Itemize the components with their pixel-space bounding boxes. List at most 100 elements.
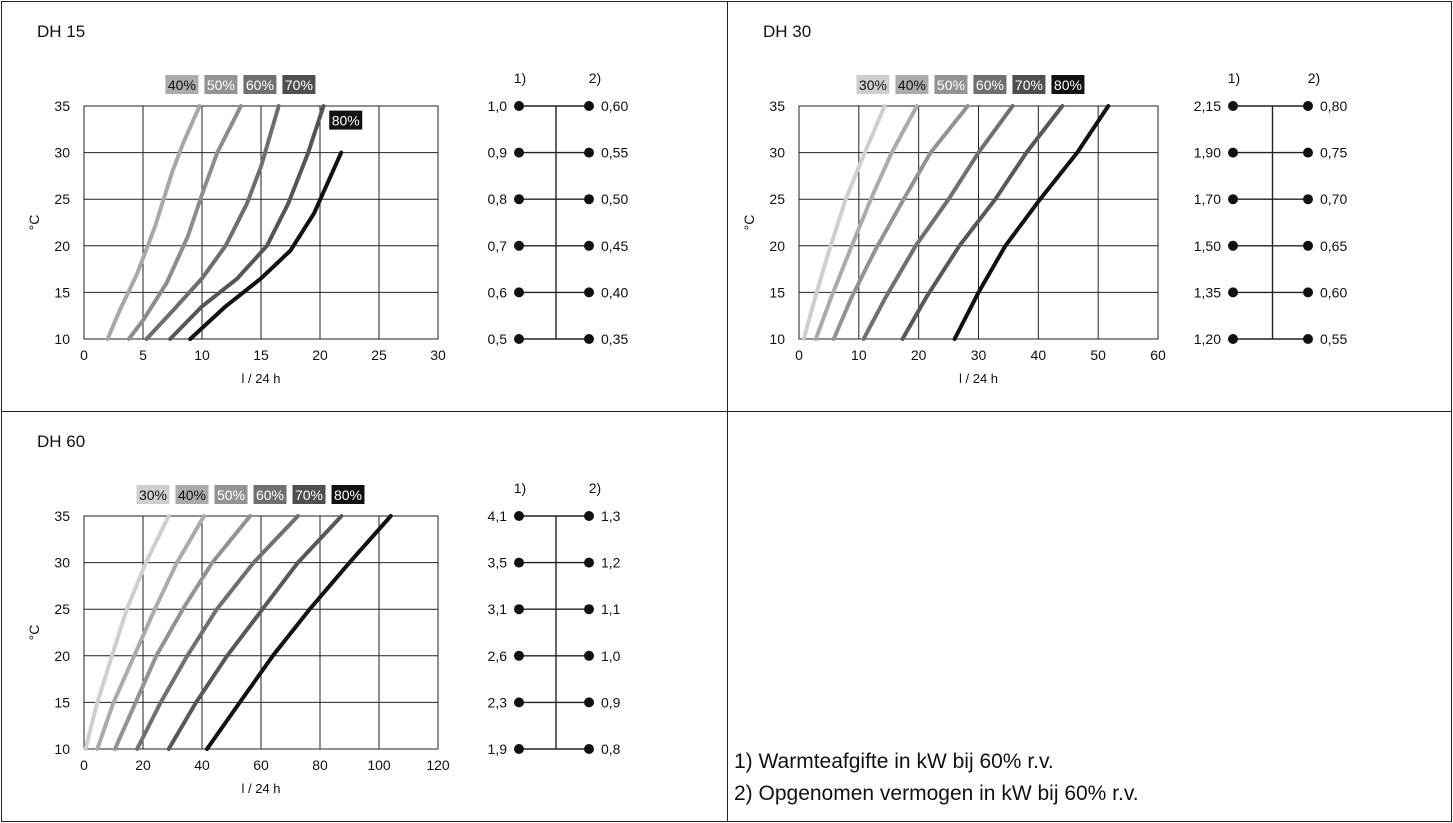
series-line xyxy=(135,514,300,751)
scale-header-2: 2) xyxy=(589,70,601,86)
scale-left-label: 0,8 xyxy=(488,191,508,207)
legend-label: 80% xyxy=(334,487,362,503)
scale-dot-right xyxy=(584,287,594,298)
legend-label: 60% xyxy=(246,77,274,93)
scale-right-label: 1,0 xyxy=(601,648,621,664)
y-axis-label: °C xyxy=(26,625,42,641)
series-line xyxy=(168,104,326,341)
legend-swatch xyxy=(243,75,277,94)
chart-panel-dh30: DH 30 0 10 20 30 40 50 60 10 15 20 25 30 35 l / 24 h °… xyxy=(727,1,1452,412)
legend-label: 40% xyxy=(168,77,196,93)
scale-dot-left xyxy=(1228,287,1238,298)
legend-swatch xyxy=(204,75,238,94)
scale-dot-left xyxy=(514,287,524,298)
legend-swatch xyxy=(214,485,248,504)
scale-dot-left xyxy=(1228,334,1238,344)
legend-swatch xyxy=(856,75,890,94)
chart-dh15: 0 5 10 15 20 25 30 10 15 20 25 30 35 l / 24 h °C 40% 50%… xyxy=(26,70,628,386)
scale-dot-left xyxy=(1228,240,1238,251)
x-tick-label: 30 xyxy=(430,347,446,363)
x-tick-label: 0 xyxy=(80,347,88,363)
scale-left-label: 4,1 xyxy=(488,508,508,524)
scale-dot-right xyxy=(584,147,594,158)
legend-swatch xyxy=(934,75,968,94)
legend-label: 80% xyxy=(332,113,360,129)
scale-dot-left xyxy=(514,147,524,158)
y-tick-label: 30 xyxy=(54,145,70,161)
legend-label: 50% xyxy=(937,77,965,93)
y-tick-label: 35 xyxy=(54,98,70,114)
y-tick-label: 10 xyxy=(54,331,70,347)
scale-dot-right xyxy=(584,697,594,708)
scale-left-label: 1,35 xyxy=(1194,284,1221,300)
legend-label: 40% xyxy=(178,487,206,503)
legend-label: 70% xyxy=(1015,77,1043,93)
scale-dot-right xyxy=(1303,101,1313,111)
footnote-2: 2) Opgenomen vermogen in kW bij 60% r.v. xyxy=(734,782,1139,805)
scale-right-label: 0,45 xyxy=(601,238,628,254)
x-tick-label: 100 xyxy=(367,757,391,773)
series-line xyxy=(952,104,1111,341)
x-tick-label: 0 xyxy=(80,757,88,773)
scale-dot-left xyxy=(514,744,524,754)
scale-dot-left xyxy=(514,101,524,111)
x-tick-label: 10 xyxy=(851,347,867,363)
scale-dot-right xyxy=(1303,147,1313,158)
chart-title: DH 30 xyxy=(763,22,812,41)
x-tick-label: 5 xyxy=(139,347,147,363)
y-tick-label: 10 xyxy=(54,741,70,757)
scale-left-label: 3,1 xyxy=(488,601,508,617)
legend-swatch xyxy=(331,485,365,504)
scale-left-label: 1,90 xyxy=(1194,145,1221,161)
scale-right-label: 0,35 xyxy=(601,331,628,347)
chart-panel-dh60: DH 60 0 20 40 60 80 100 120 10 15 20 25 30 35 l / 24 … xyxy=(1,411,728,822)
scale-right-label: 0,55 xyxy=(601,145,628,161)
y-tick-label: 25 xyxy=(54,601,70,617)
y-tick-label: 25 xyxy=(769,191,785,207)
legend-label: 40% xyxy=(898,77,926,93)
scale-dot-right xyxy=(1303,334,1313,344)
legend-label: 50% xyxy=(217,487,245,503)
legend-swatch xyxy=(292,485,326,504)
x-tick-label: 80 xyxy=(312,757,328,773)
x-tick-label: 60 xyxy=(253,757,269,773)
scale-right-label: 0,9 xyxy=(601,694,621,710)
y-tick-label: 15 xyxy=(54,694,70,710)
footnote-panel: 1) Warmteafgifte in kW bij 60% r.v. 2) O… xyxy=(727,411,1452,822)
legend-swatch xyxy=(253,485,287,504)
legend-swatch xyxy=(329,110,363,130)
series-line xyxy=(126,104,243,341)
scale-dot-right xyxy=(584,334,594,344)
scale-left-label: 1,20 xyxy=(1194,331,1221,347)
y-axis-label: °C xyxy=(741,215,757,231)
series-line xyxy=(105,104,202,341)
legend-swatch xyxy=(895,75,929,94)
chart-title: DH 15 xyxy=(37,22,86,41)
scale-dot-right xyxy=(584,557,594,568)
scale-dot-right xyxy=(584,101,594,111)
series-line xyxy=(144,104,281,341)
scale-left-label: 1,0 xyxy=(488,98,508,114)
x-tick-label: 20 xyxy=(135,757,151,773)
scale-dot-left xyxy=(514,334,524,344)
scale-dot-right xyxy=(584,240,594,251)
scale-left-label: 1,9 xyxy=(488,741,508,757)
scale-dot-left xyxy=(1228,194,1238,205)
y-tick-label: 35 xyxy=(769,98,785,114)
legend-label: 60% xyxy=(256,487,284,503)
y-tick-label: 35 xyxy=(54,508,70,524)
legend-swatch xyxy=(973,75,1007,94)
scale-right-label: 0,50 xyxy=(601,191,628,207)
x-tick-label: 0 xyxy=(795,347,803,363)
scale-right-label: 0,55 xyxy=(1320,331,1347,347)
scale-dot-right xyxy=(1303,194,1313,205)
x-tick-label: 40 xyxy=(194,757,210,773)
legend-label: 70% xyxy=(295,487,323,503)
legend-label: 30% xyxy=(139,487,167,503)
scale-right-label: 0,8 xyxy=(601,741,621,757)
x-tick-label: 120 xyxy=(426,757,450,773)
chart-panel-dh15: DH 15 0 5 10 15 20 25 30 10 15 20 25 30 35 l / 24 h °C… xyxy=(1,1,728,412)
y-tick-label: 15 xyxy=(54,284,70,300)
scale-left-label: 2,15 xyxy=(1194,98,1221,114)
scale-dot-left xyxy=(514,511,524,521)
